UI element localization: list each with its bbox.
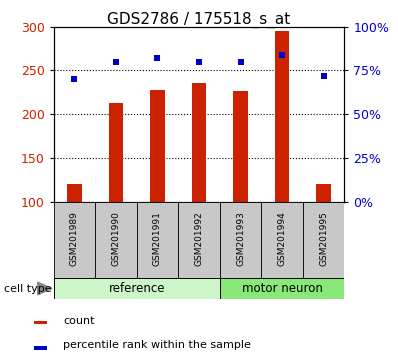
Text: GSM201992: GSM201992 [195,211,203,266]
Bar [303,202,344,278]
Point [154,55,161,61]
Bar [275,31,289,202]
Text: percentile rank within the sample: percentile rank within the sample [63,340,251,350]
Point [279,52,285,57]
Point [237,59,244,64]
Text: GSM201989: GSM201989 [70,211,79,266]
Bar [261,202,303,278]
Bar [95,202,137,278]
Text: GSM201993: GSM201993 [236,211,245,266]
Bar [34,346,47,350]
Bar [220,278,344,299]
Text: reference: reference [109,282,165,295]
Bar [220,202,261,278]
Text: cell type: cell type [4,284,52,293]
Bar [34,320,47,324]
Point [196,59,202,64]
Bar [178,202,220,278]
Text: GSM201994: GSM201994 [277,211,287,266]
Bar [150,90,165,202]
Text: GDS2786 / 175518_s_at: GDS2786 / 175518_s_at [107,11,291,28]
Text: motor neuron: motor neuron [242,282,322,295]
Bar [316,184,331,202]
Bar [67,184,82,202]
Text: GSM201991: GSM201991 [153,211,162,266]
Bar [192,84,206,202]
Polygon shape [38,282,52,295]
Text: count: count [63,316,94,326]
Bar [54,202,95,278]
Bar [233,91,248,202]
Point [113,59,119,64]
Bar [137,202,178,278]
Point [320,73,327,79]
Point [71,76,78,82]
Text: GSM201990: GSM201990 [111,211,121,266]
Bar [54,278,220,299]
Text: GSM201995: GSM201995 [319,211,328,266]
Bar [109,103,123,202]
